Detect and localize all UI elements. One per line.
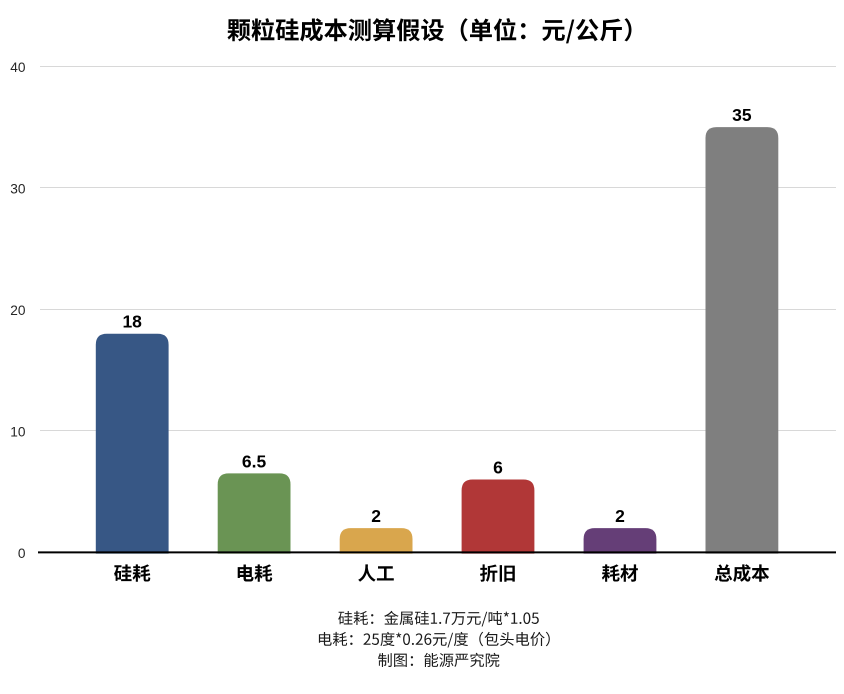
svg-text:6: 6: [493, 457, 503, 477]
svg-text:6.5: 6.5: [242, 451, 267, 471]
svg-text:40: 40: [10, 60, 26, 75]
svg-text:2: 2: [371, 506, 381, 526]
svg-text:0: 0: [18, 546, 26, 561]
svg-text:35: 35: [732, 105, 752, 125]
svg-text:20: 20: [10, 303, 26, 318]
svg-text:10: 10: [10, 425, 26, 440]
svg-text:18: 18: [122, 312, 142, 332]
svg-text:30: 30: [10, 182, 26, 197]
svg-text:2: 2: [615, 506, 625, 526]
